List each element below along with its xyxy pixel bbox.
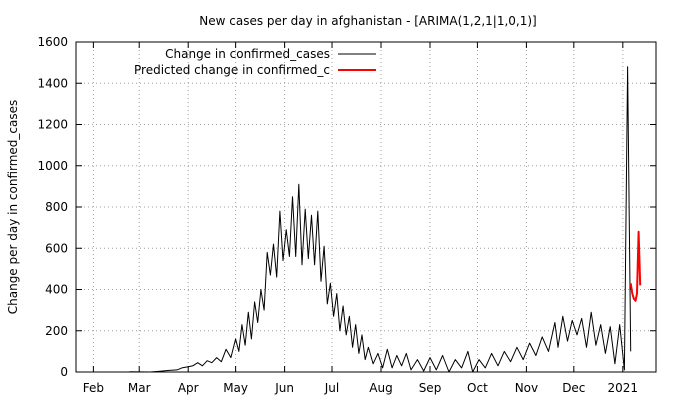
x-tick-label: Aug xyxy=(369,381,392,395)
y-tick-label: 400 xyxy=(45,283,68,297)
x-tick-label: May xyxy=(223,381,248,395)
y-tick-label: 1200 xyxy=(37,118,68,132)
x-tick-label: Apr xyxy=(178,381,199,395)
x-axis: Feb Mar Apr May Jun Jul Aug Sep Oct Nov Dec 2021 xyxy=(83,42,638,395)
x-tick-label: Jun xyxy=(274,381,294,395)
grid-lines xyxy=(76,42,656,372)
x-tick-label: Jul xyxy=(324,381,339,395)
series-line-predicted xyxy=(629,230,642,302)
y-axis: 0 200 400 600 800 1000 1200 1400 1600 xyxy=(37,35,656,379)
legend-label-predicted: Predicted change in confirmed_c xyxy=(134,63,330,77)
x-tick-label: Nov xyxy=(515,381,538,395)
y-tick-label: 600 xyxy=(45,241,68,255)
y-tick-label: 1400 xyxy=(37,76,68,90)
x-tick-label: Mar xyxy=(128,381,151,395)
x-tick-label: Dec xyxy=(562,381,585,395)
y-tick-label: 0 xyxy=(60,365,68,379)
legend: Change in confirmed_cases Predicted chan… xyxy=(134,47,376,77)
y-tick-label: 1000 xyxy=(37,159,68,173)
y-axis-label: Change per day in confirmed_cases xyxy=(6,100,20,315)
series-line-observed xyxy=(129,66,632,373)
x-tick-label: Sep xyxy=(419,381,442,395)
series-layer xyxy=(129,66,642,373)
chart-title: New cases per day in afghanistan - [ARIM… xyxy=(199,14,536,28)
y-tick-label: 1600 xyxy=(37,35,68,49)
y-tick-label: 800 xyxy=(45,200,68,214)
legend-label-observed: Change in confirmed_cases xyxy=(165,47,330,61)
x-tick-label: 2021 xyxy=(608,381,639,395)
y-tick-label: 200 xyxy=(45,324,68,338)
x-tick-label: Feb xyxy=(83,381,104,395)
x-tick-label: Oct xyxy=(467,381,488,395)
